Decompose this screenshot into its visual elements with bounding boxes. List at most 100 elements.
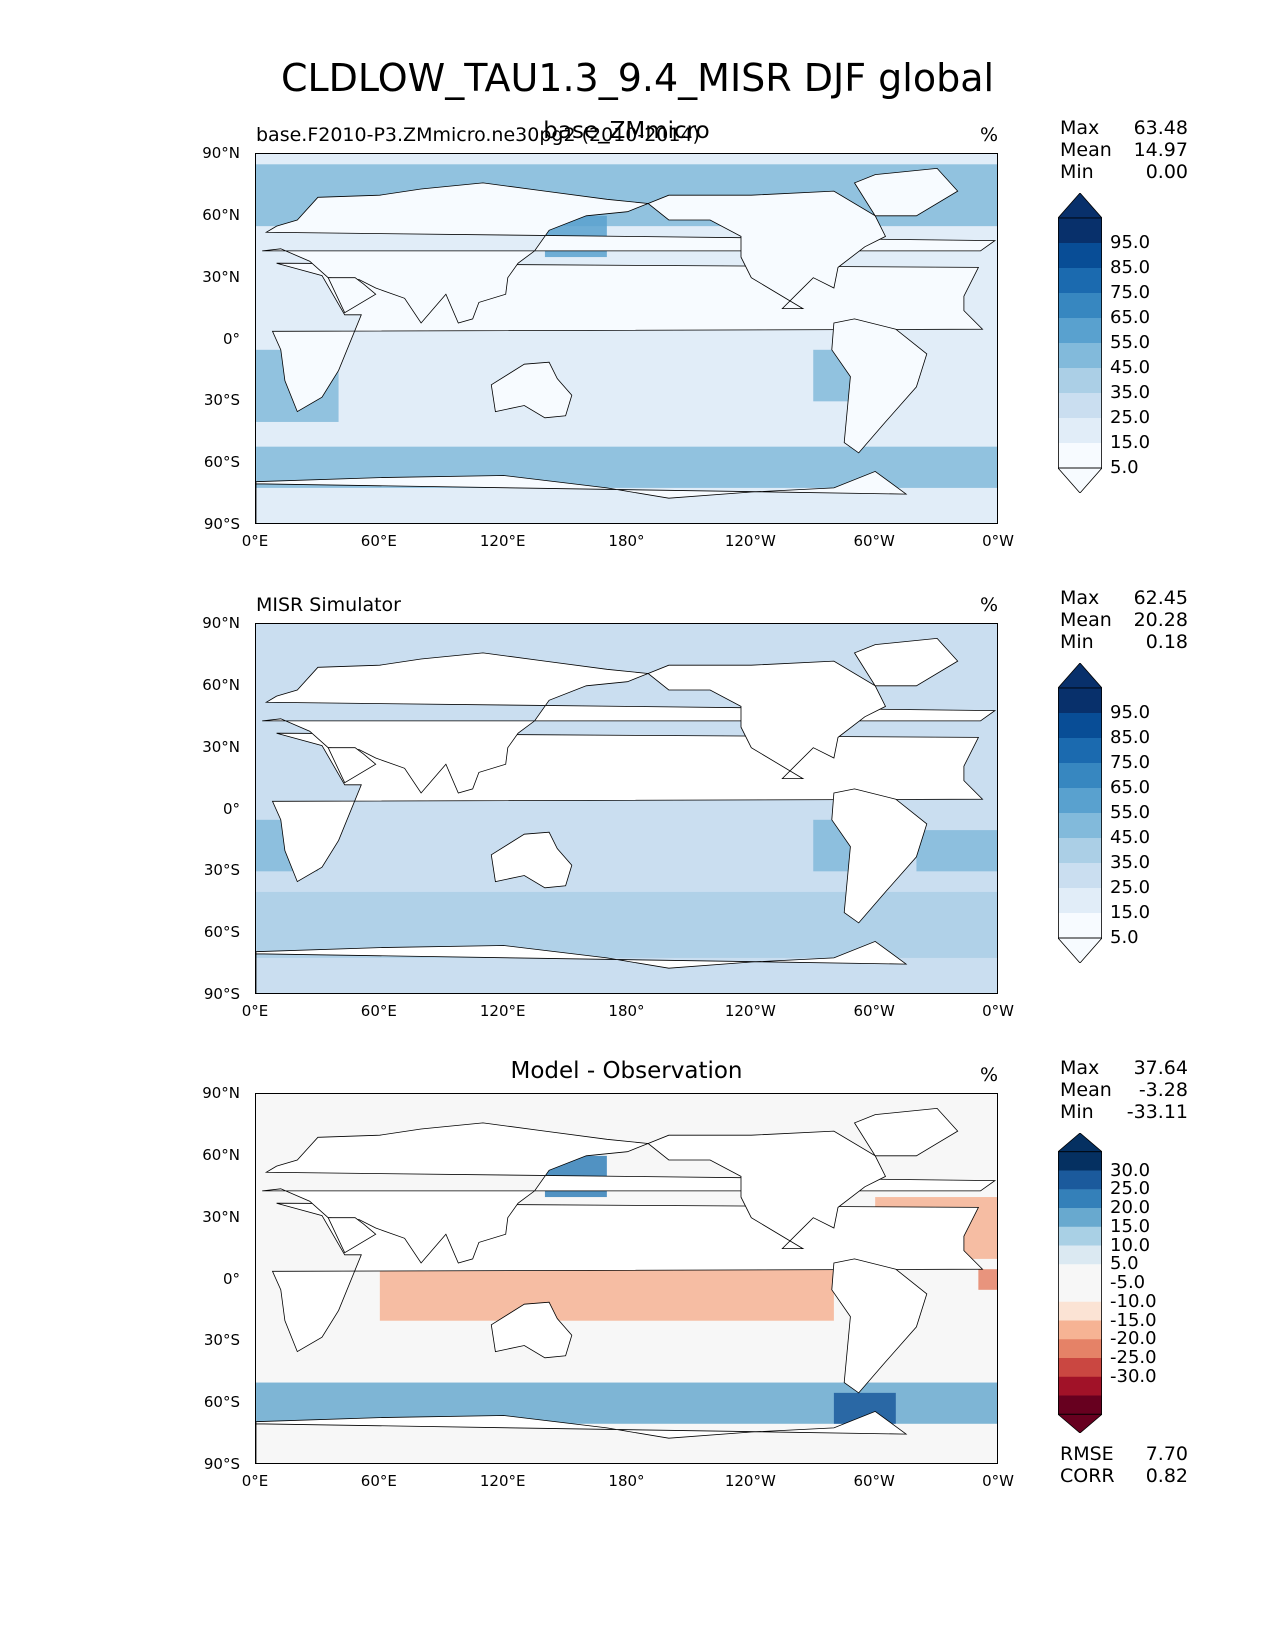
colorbar-swatch-1: [1058, 243, 1102, 269]
panel-left-title: MISR Simulator: [256, 594, 401, 616]
map-frame: [255, 153, 998, 524]
colorbar-label: 15.0: [1110, 1215, 1151, 1237]
colorbar-swatch-11: [1058, 1358, 1102, 1378]
units-label: %: [980, 594, 999, 616]
colorbar-label: 5.0: [1110, 1253, 1139, 1275]
colorbar-swatch-6: [1058, 368, 1102, 394]
lon-tick-label: 0°W: [982, 1002, 1014, 1020]
field-region-3: [916, 830, 997, 872]
lon-tick-label: 60°E: [360, 1002, 397, 1020]
lon-tick-label: 120°W: [724, 532, 776, 550]
units-label: %: [980, 124, 999, 146]
lat-tick-label: 90°S: [203, 1455, 240, 1473]
coastline-7: [256, 940, 908, 993]
lat-tick-label: 0°: [222, 329, 240, 348]
colorbar-top-extend: [1058, 193, 1102, 219]
colorbar-outline: [1058, 1151, 1102, 1415]
map-field: [256, 154, 997, 523]
lat-tick-label: 0°: [222, 1269, 240, 1288]
coastline-3: [647, 660, 887, 779]
lon-tick-label: 180°: [608, 1002, 645, 1020]
coastline-5: [831, 318, 928, 454]
colorbar-bottom-extend: [1058, 1413, 1102, 1433]
lon-tick-label: 120°E: [479, 1472, 526, 1490]
colorbar-swatch-5: [1058, 813, 1102, 839]
colorbar-label: 55.0: [1110, 802, 1151, 823]
colorbar-label: 75.0: [1110, 282, 1151, 303]
colorbar-swatch-0: [1058, 1151, 1102, 1171]
lat-tick-label: 60°N: [202, 205, 240, 224]
colorbar-label: 15.0: [1110, 432, 1151, 453]
coastline-5: [831, 788, 928, 924]
colorbar-swatch-7: [1058, 393, 1102, 419]
colorbar: [1058, 1133, 1102, 1433]
colorbar-label: 25.0: [1110, 407, 1151, 428]
colorbar-label: 95.0: [1110, 702, 1151, 723]
lat-tick-label: 60°N: [202, 1145, 240, 1164]
lon-tick-label: 120°E: [479, 1002, 526, 1020]
colorbar-top-extend: [1058, 1133, 1102, 1153]
lon-tick-label: 60°W: [853, 532, 895, 550]
coastline-7: [256, 470, 908, 523]
lon-tick-label: 180°: [608, 1472, 645, 1490]
units-label: %: [980, 1064, 999, 1086]
lat-tick-label: 60°N: [202, 675, 240, 694]
colorbar-label: 25.0: [1110, 1178, 1151, 1200]
colorbar-label: 10.0: [1110, 1234, 1151, 1256]
colorbar-swatch-7: [1058, 1283, 1102, 1303]
coastline-4: [853, 637, 959, 687]
coastline-3: [647, 1130, 887, 1249]
lon-tick-label: 180°: [608, 532, 645, 550]
lat-tick-label: 90°N: [202, 144, 240, 162]
map-field: [256, 1094, 997, 1463]
colorbar-swatch-13: [1058, 1395, 1102, 1415]
lat-tick-label: 30°S: [203, 1331, 240, 1350]
map-field: [256, 624, 997, 993]
colorbar: [1058, 663, 1102, 963]
coastline-4: [853, 167, 959, 217]
colorbar-swatch-0: [1058, 688, 1102, 714]
coastline-6: [490, 361, 573, 419]
coastline-2: [327, 747, 377, 784]
colorbar-label: 85.0: [1110, 257, 1151, 278]
colorbar-label: -20.0: [1110, 1328, 1157, 1350]
colorbar-label: -30.0: [1110, 1365, 1157, 1387]
coastline-2: [327, 1217, 377, 1254]
colorbar-label: 65.0: [1110, 777, 1151, 798]
colorbar-swatch-4: [1058, 318, 1102, 344]
colorbar-label: 5.0: [1110, 927, 1139, 948]
coastline-1: [262, 1122, 997, 1264]
colorbar-outline: [1058, 217, 1102, 469]
colorbar-swatch-2: [1058, 268, 1102, 294]
colorbar-label: 55.0: [1110, 332, 1151, 353]
coastline-6: [490, 831, 573, 889]
colorbar-swatch-9: [1058, 913, 1102, 939]
lat-tick-label: 30°N: [202, 267, 240, 286]
lat-tick-label: 90°S: [203, 985, 240, 1003]
lon-tick-label: 0°W: [982, 1472, 1014, 1490]
colorbar-label: 45.0: [1110, 827, 1151, 848]
lon-tick-label: 0°W: [982, 532, 1014, 550]
colorbar-label: 20.0: [1110, 1197, 1151, 1218]
colorbar-label: -10.0: [1110, 1290, 1157, 1312]
colorbar-swatch-2: [1058, 738, 1102, 764]
colorbar-swatch-6: [1058, 1264, 1102, 1284]
lon-tick-label: 60°E: [360, 1472, 397, 1490]
lon-tick-label: 60°E: [360, 532, 397, 550]
colorbar-swatch-4: [1058, 1226, 1102, 1246]
lon-tick-label: 60°W: [853, 1002, 895, 1020]
lon-tick-label: 120°W: [724, 1002, 776, 1020]
colorbar-swatch-1: [1058, 1170, 1102, 1190]
colorbar-swatch-1: [1058, 713, 1102, 739]
lon-tick-label: 0°E: [241, 532, 269, 550]
page-title: CLDLOW_TAU1.3_9.4_MISR DJF global: [280, 56, 995, 100]
colorbar-swatch-8: [1058, 1301, 1102, 1321]
colorbar-swatch-7: [1058, 863, 1102, 889]
coastline-1: [262, 182, 997, 324]
coastline-6: [490, 1301, 573, 1359]
colorbar-outline: [1058, 687, 1102, 939]
lon-tick-label: 120°E: [479, 532, 526, 550]
lat-tick-label: 90°S: [203, 515, 240, 533]
colorbar-top-extend: [1058, 663, 1102, 689]
colorbar-label: 65.0: [1110, 307, 1151, 328]
